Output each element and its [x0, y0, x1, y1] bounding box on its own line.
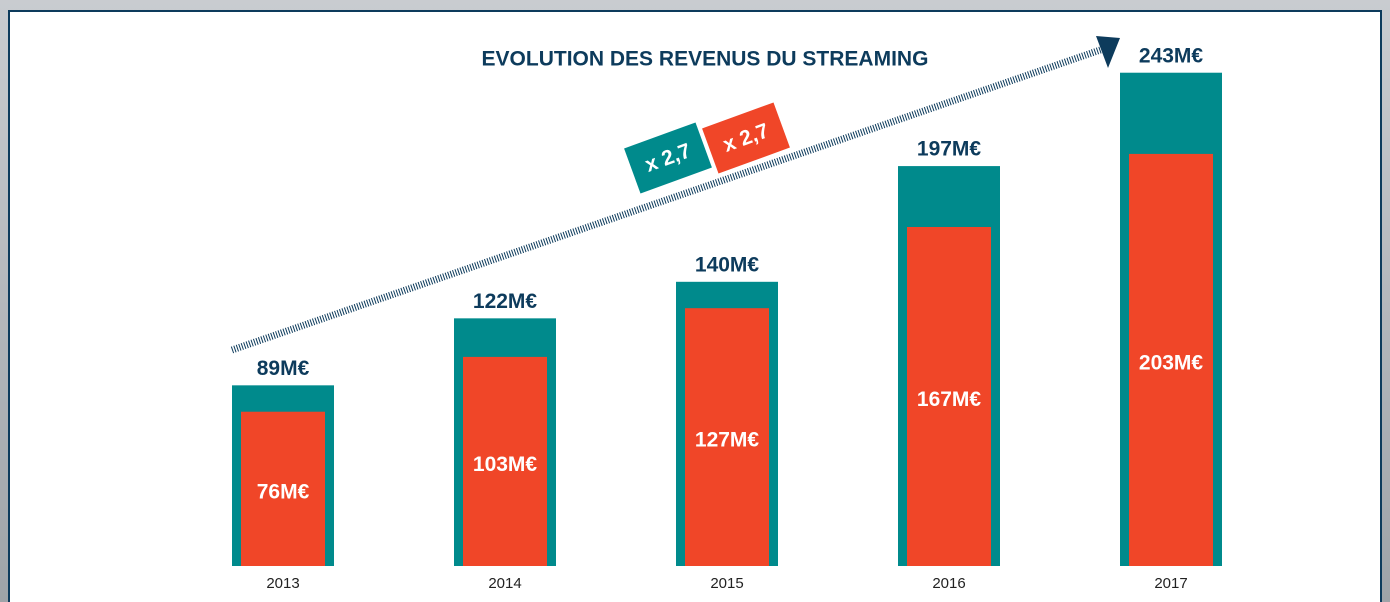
x-tick-label: 2016 — [932, 575, 965, 592]
value-label: 203M€ — [1139, 352, 1204, 375]
value-label: 89M€ — [257, 357, 310, 380]
bar — [463, 356, 547, 566]
badge-bg — [702, 102, 790, 174]
arrow-head — [1096, 36, 1120, 68]
bar — [1129, 153, 1213, 566]
value-label: 167M€ — [917, 388, 982, 411]
value-label: 76M€ — [257, 480, 310, 503]
value-label: 103M€ — [473, 453, 538, 476]
bar — [241, 411, 325, 566]
x-tick-label: 2013 — [266, 575, 299, 592]
badge: x 2,7 — [702, 102, 790, 174]
x-tick-label: 2017 — [1154, 575, 1187, 592]
value-label: 197M€ — [917, 138, 982, 161]
badge: x 2,7 — [624, 122, 712, 194]
growth-arrow — [230, 44, 1108, 354]
chart-title: EVOLUTION DES REVENUS DU STREAMING — [482, 48, 929, 71]
x-tick-label: 2014 — [488, 575, 521, 592]
x-tick-label: 2015 — [710, 575, 743, 592]
value-label: 122M€ — [473, 290, 538, 313]
bar — [907, 226, 991, 567]
bar — [685, 308, 769, 566]
badge-bg — [624, 122, 712, 194]
value-label: 243M€ — [1139, 44, 1204, 67]
value-label: 127M€ — [695, 429, 760, 452]
value-label: 140M€ — [695, 253, 760, 276]
